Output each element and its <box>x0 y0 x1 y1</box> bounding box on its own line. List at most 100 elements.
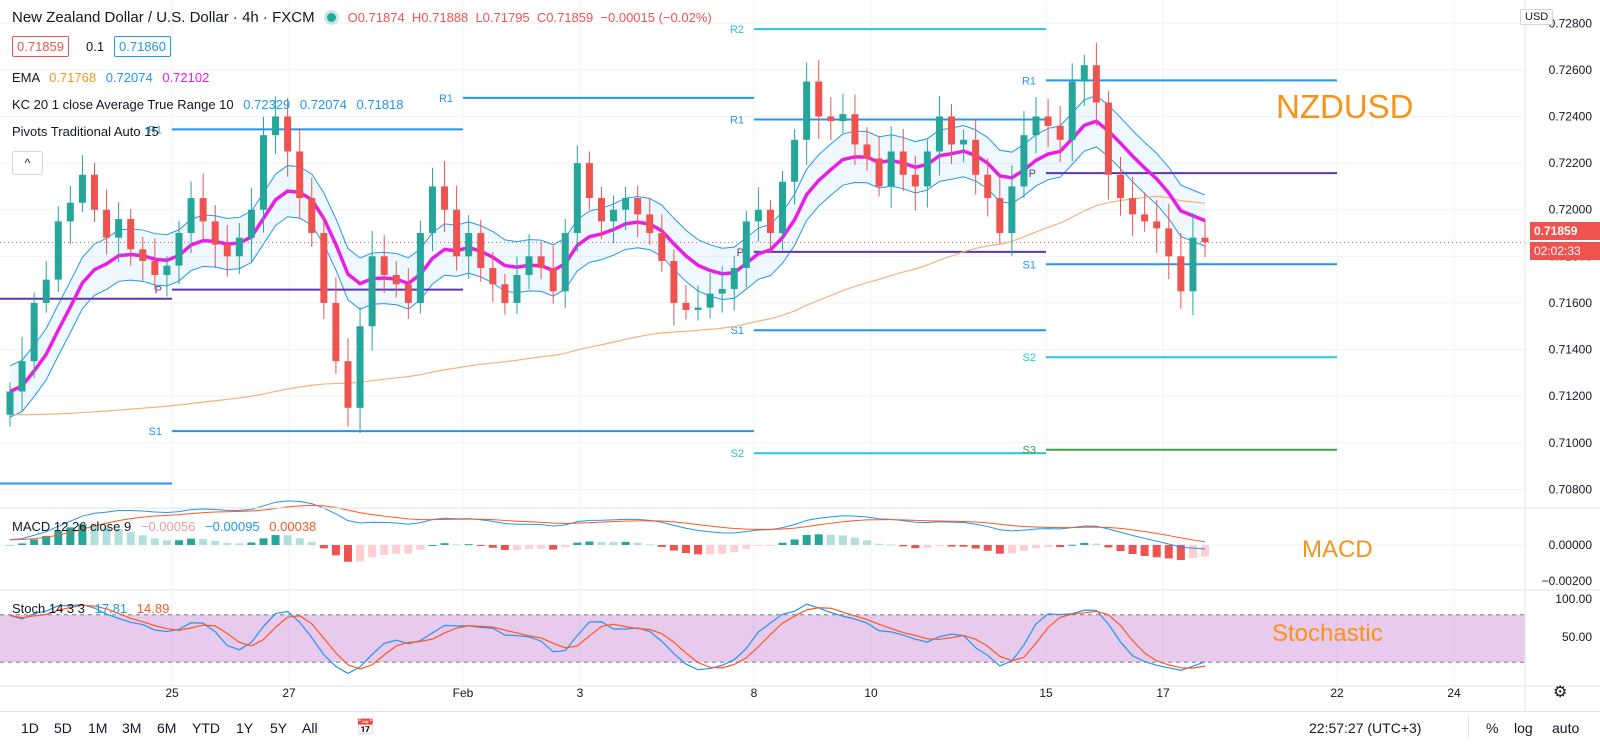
stoch-value-k: 17.81 <box>94 601 128 616</box>
candle-body <box>115 219 123 238</box>
macd-histogram-bar <box>1201 545 1209 557</box>
timeframe-3m[interactable]: 3M <box>122 720 142 736</box>
macd-histogram-bar <box>826 534 835 545</box>
macd-histogram-bar <box>995 545 1004 554</box>
macd-histogram-bar <box>573 542 582 545</box>
candle-body <box>42 279 50 303</box>
candle-body <box>1092 65 1100 103</box>
macd-histogram-bar <box>500 545 509 550</box>
y-tick-label: 0.71400 <box>1549 343 1593 357</box>
candle-body <box>791 139 799 182</box>
candle-body <box>839 114 847 122</box>
pivots-legend[interactable]: Pivots Traditional Auto 15 <box>12 124 159 139</box>
ema-label: EMA <box>12 70 40 85</box>
candle-body <box>911 174 919 187</box>
candle-body <box>199 198 207 222</box>
timeframe-5d[interactable]: 5D <box>54 720 72 736</box>
candle-body <box>597 198 605 222</box>
macd-histogram-bar <box>1128 545 1137 555</box>
candle-body <box>718 288 726 294</box>
ema-legend[interactable]: EMA 0.71768 0.72074 0.72102 <box>12 70 209 85</box>
candle-body <box>803 81 811 140</box>
timeframe-1m[interactable]: 1M <box>88 720 108 736</box>
candle-body <box>175 233 183 266</box>
candle-body <box>513 274 521 303</box>
x-tick-label: 27 <box>282 686 296 700</box>
candle-body <box>1056 125 1064 140</box>
candle-body <box>78 174 86 203</box>
candle-body <box>1165 228 1173 257</box>
macd-histogram-bar <box>174 540 183 545</box>
ema-value-3: 0.72102 <box>162 70 210 85</box>
kc-legend[interactable]: KC 20 1 close Average True Range 10 0.72… <box>12 97 404 112</box>
macd-value-signal: 0.00038 <box>269 519 317 534</box>
timeframe-6m[interactable]: 6M <box>157 720 177 736</box>
candle-body <box>441 186 449 210</box>
macd-histogram-bar <box>1007 545 1016 554</box>
macd-histogram-bar <box>585 541 594 545</box>
candle-body <box>610 209 618 222</box>
candles[interactable] <box>6 42 1209 434</box>
auto-toggle[interactable]: auto <box>1552 720 1580 736</box>
annotation-macd: MACD <box>1302 536 1373 563</box>
settings-gear-icon[interactable]: ⚙ <box>1553 684 1568 701</box>
x-tick-label: 17 <box>1156 686 1170 700</box>
candle-body <box>235 237 243 257</box>
macd-histogram-bar <box>1044 545 1053 548</box>
macd-histogram-bar <box>440 543 449 545</box>
macd-histogram-bar <box>162 540 171 545</box>
x-tick-label: 3 <box>577 686 584 700</box>
timeframe-1y[interactable]: 1Y <box>236 720 254 736</box>
timeframe-all[interactable]: All <box>302 720 318 736</box>
x-tick-label: Feb <box>453 686 474 700</box>
kc-value-1: 0.72329 <box>243 97 291 112</box>
candle-body <box>223 244 231 257</box>
candle-body <box>1008 186 1016 234</box>
macd-histogram-bar <box>138 535 147 545</box>
macd-value-macd: −0.00095 <box>205 519 260 534</box>
candle-body <box>694 307 702 310</box>
macd-histogram-bar <box>537 545 546 549</box>
candle-body <box>380 256 388 275</box>
candle-body <box>537 256 545 268</box>
sell-price-button[interactable]: 0.71859 <box>12 36 69 57</box>
toolbar-divider <box>1468 716 1469 738</box>
candle-body <box>742 221 750 268</box>
timeframe-ytd[interactable]: YTD <box>192 720 220 736</box>
candle-body <box>103 209 111 238</box>
log-toggle[interactable]: log <box>1514 720 1533 736</box>
stoch-legend[interactable]: Stoch 14 3 3 17.81 14.89 <box>12 601 169 616</box>
indicator-panes <box>0 500 1525 675</box>
candle-body <box>706 293 714 308</box>
x-tick-label: 8 <box>751 686 758 700</box>
pivots-label: Pivots Traditional Auto 15 <box>12 124 159 139</box>
timeframe-1d[interactable]: 1D <box>21 720 39 736</box>
candle-body <box>1153 221 1161 229</box>
macd-histogram-bar <box>259 538 268 545</box>
macd-histogram-bar <box>561 545 570 548</box>
macd-legend[interactable]: MACD 12 26 close 9 −0.00056 −0.00095 0.0… <box>12 519 316 534</box>
pivot-lines: R1 R1 R1 R1 R2 P P P S1 S1 S1 S2 S2 S3 <box>0 24 1525 485</box>
buy-price-button[interactable]: 0.71860 <box>114 36 171 57</box>
current-price-label: 0.71859 <box>1530 222 1600 240</box>
candle-body <box>996 198 1004 234</box>
clock-label[interactable]: 22:57:27 (UTC+3) <box>1309 720 1422 736</box>
candle-body <box>368 256 376 327</box>
collapse-legend-button[interactable]: ^ <box>12 151 43 175</box>
keltner-lower <box>9 146 1206 418</box>
keltner-fill <box>10 95 1205 418</box>
macd-histogram-bar <box>1188 545 1197 559</box>
timeframe-5y[interactable]: 5Y <box>270 720 288 736</box>
kc-value-2: 0.72074 <box>299 97 347 112</box>
x-tick-label: 10 <box>864 686 878 700</box>
macd-histogram-bar <box>778 542 787 545</box>
candle-body <box>851 114 859 145</box>
calendar-icon[interactable]: 📅 <box>356 719 375 736</box>
currency-badge[interactable]: USD <box>1520 9 1554 25</box>
percent-toggle[interactable]: % <box>1486 720 1499 736</box>
candle-body <box>622 198 630 210</box>
chevron-up-icon: ^ <box>24 156 31 170</box>
bar-countdown-label: 02:02:33 <box>1530 242 1600 260</box>
symbol-title[interactable]: New Zealand Dollar / U.S. Dollar · 4h · … <box>12 9 315 26</box>
